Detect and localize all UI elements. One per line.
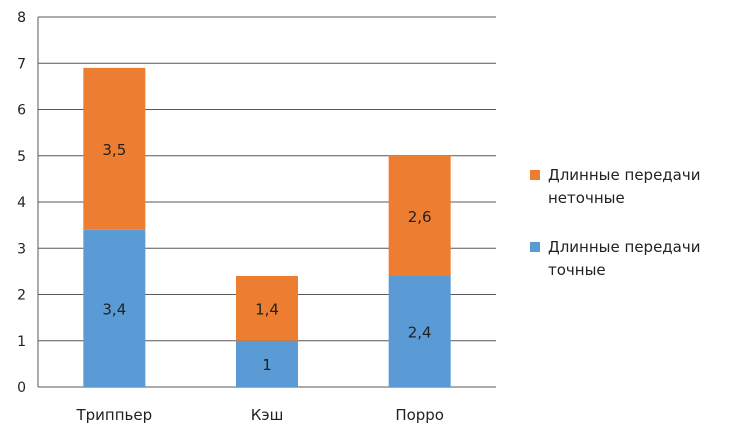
legend-item: Длинные передачи неточные — [530, 164, 725, 210]
data-label: 1,4 — [255, 300, 279, 318]
data-label: 2,6 — [408, 208, 432, 226]
y-tick-label: 4 — [17, 195, 26, 211]
y-tick-label: 2 — [17, 288, 26, 304]
bars — [83, 67, 451, 387]
data-label: 2,4 — [408, 324, 432, 342]
data-labels: 3,4 3,5 1 1,4 2,4 2,6 — [102, 141, 431, 374]
bar-segment — [388, 276, 451, 387]
y-tick-label: 6 — [17, 103, 26, 119]
y-tick-label: 3 — [17, 241, 26, 257]
y-tick-label: 0 — [17, 380, 26, 396]
bar-segment — [388, 155, 451, 276]
legend-swatch — [530, 170, 540, 180]
bar-segment — [236, 340, 298, 387]
data-label: 3,4 — [102, 300, 126, 318]
data-label: 3,5 — [102, 141, 126, 159]
x-tick-label: Порро — [395, 406, 444, 424]
y-tick-labels: 0 1 2 3 4 5 6 7 8 — [17, 10, 26, 396]
legend-label: Длинные передачи точные — [548, 238, 701, 279]
bar-segment — [236, 276, 298, 341]
x-tick-label: Триппьер — [76, 406, 153, 424]
legend-swatch — [530, 242, 540, 252]
legend-item: Длинные передачи точные — [530, 236, 725, 282]
y-tick-label: 1 — [17, 334, 26, 350]
bar-segment — [83, 229, 146, 387]
y-tick-label: 8 — [17, 10, 26, 26]
y-tick-label: 7 — [17, 56, 26, 72]
y-tick-label: 5 — [17, 149, 26, 165]
legend-label: Длинные передачи неточные — [548, 166, 701, 207]
x-tick-label: Кэш — [251, 406, 284, 424]
legend: Длинные передачи неточные Длинные передач… — [530, 164, 725, 308]
x-tick-labels: Триппьер Кэш Порро — [76, 406, 444, 424]
bar-segment — [83, 67, 146, 230]
data-label: 1 — [262, 356, 272, 374]
